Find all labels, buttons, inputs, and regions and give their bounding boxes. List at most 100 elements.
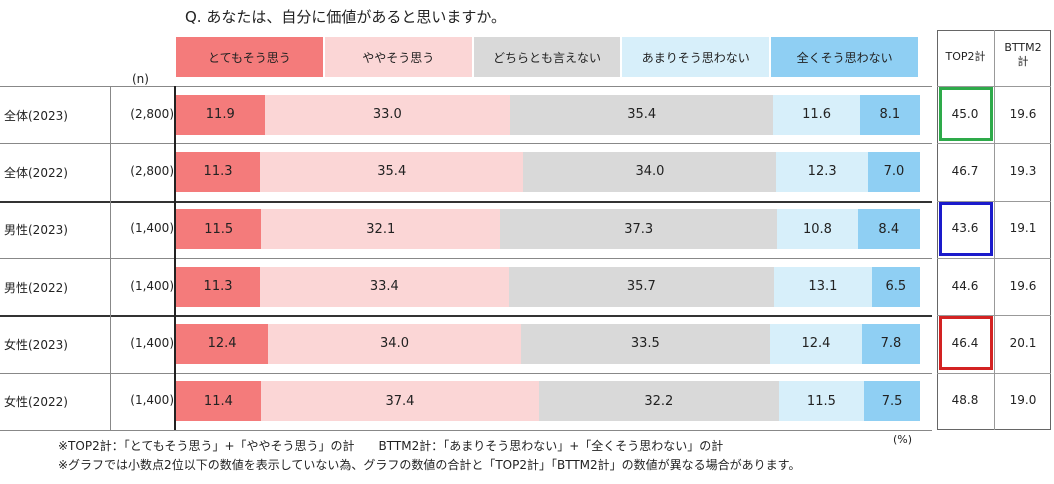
bar-segment-seg-somewhat-agree: 35.4 [260, 151, 524, 192]
bar-value-label: 7.0 [883, 164, 905, 180]
summary-table-divider [994, 30, 995, 430]
bar-segment-seg-somewhat-disagree: 12.3 [776, 151, 868, 192]
bar-value-label: 34.0 [635, 164, 665, 180]
bttm2-value: 19.1 [1009, 221, 1037, 236]
bar-value-label: 35.4 [377, 164, 407, 180]
bttm2-header: BTTM2 計 [995, 41, 1051, 69]
bar-value-label: 32.2 [644, 393, 674, 409]
grid-line-row-3 [0, 258, 932, 259]
bar-segment-seg-somewhat-agree: 37.4 [260, 381, 540, 422]
grid-line-top [0, 86, 932, 87]
bar-value-label: 6.5 [885, 279, 907, 295]
bar-segment-seg-neutral: 34.0 [523, 151, 777, 192]
bar-segment-seg-very-agree: 11.5 [176, 209, 262, 250]
legend-item-seg-strongly-disagree: 全くそう思わない [771, 37, 918, 77]
bar-segment-seg-strongly-disagree: 7.0 [867, 151, 920, 192]
bar-segment-seg-somewhat-disagree: 10.8 [777, 209, 858, 250]
n-column-label: (n) [132, 72, 149, 86]
grid-line-row-6 [0, 430, 932, 431]
bar-segment-seg-somewhat-disagree: 11.5 [778, 381, 865, 422]
bar-value-label: 11.4 [203, 393, 233, 409]
bar-value-label: 37.3 [624, 221, 654, 237]
chart-axis-line [174, 86, 176, 430]
bar-segment-seg-somewhat-agree: 33.4 [260, 266, 509, 307]
bar-value-label: 35.4 [627, 107, 657, 123]
bar-segment-seg-neutral: 35.7 [508, 266, 775, 307]
row-label: 男性(2022) [4, 280, 68, 295]
highlight-box [939, 201, 993, 256]
bar-value-label: 10.8 [802, 221, 832, 237]
bar-segment-seg-somewhat-disagree: 11.6 [773, 94, 860, 135]
bar-segment-seg-neutral: 32.2 [539, 381, 779, 422]
legend-item-seg-somewhat-agree: ややそう思う [324, 37, 472, 77]
top2-value: 44.6 [951, 278, 979, 293]
bar-value-label: 12.3 [807, 164, 837, 180]
bar-value-label: 33.0 [372, 107, 402, 123]
bar-value-label: 33.4 [369, 279, 399, 295]
bar-segment-seg-strongly-disagree: 7.5 [864, 381, 920, 422]
bttm2-header-line1: BTTM2 [1004, 41, 1042, 54]
bar-segment-seg-somewhat-disagree: 12.4 [769, 323, 863, 364]
row-label: 全体(2023) [4, 108, 68, 123]
bar-value-label: 11.5 [204, 221, 234, 237]
bar-value-label: 13.1 [808, 279, 838, 295]
bar-value-label: 8.4 [878, 221, 900, 237]
top2-value: 46.4 [951, 335, 979, 350]
bar-segment-seg-strongly-disagree: 7.8 [862, 323, 920, 364]
bar-value-label: 7.8 [880, 336, 902, 352]
bar-segment-seg-very-agree: 11.3 [176, 151, 261, 192]
row-sample-size: (1,400) [130, 335, 174, 350]
top2-value: 45.0 [951, 106, 979, 121]
bar-value-label: 33.5 [630, 336, 660, 352]
top2-value: 48.8 [951, 393, 979, 408]
bar-segment-seg-neutral: 33.5 [520, 323, 770, 364]
bttm2-value: 19.6 [1009, 106, 1037, 121]
row-label: 全体(2022) [4, 165, 68, 180]
row-sample-size: (2,800) [130, 163, 174, 178]
bttm2-value: 20.1 [1009, 335, 1037, 350]
bar-segment-seg-neutral: 37.3 [500, 209, 778, 250]
bar-segment-seg-strongly-disagree: 6.5 [871, 266, 920, 307]
bar-segment-seg-strongly-disagree: 8.1 [859, 94, 920, 135]
bar-segment-seg-strongly-disagree: 8.4 [857, 209, 920, 250]
row-sample-size: (1,400) [130, 393, 174, 408]
legend-item-seg-neutral: どちらとも言えない [473, 37, 621, 77]
grid-line-row-4 [0, 315, 932, 317]
unit-label: (%) [893, 433, 913, 446]
row-label: 女性(2022) [4, 395, 68, 410]
row-label: 女性(2023) [4, 337, 68, 352]
bar-segment-seg-very-agree: 11.9 [176, 94, 265, 135]
chart-title: Q. あなたは、自分に価値があると思いますか。 [185, 8, 507, 26]
bttm2-value: 19.0 [1009, 393, 1037, 408]
bttm2-header-line2: 計 [1017, 55, 1029, 68]
note-1: ※TOP2計：「とてもそう思う」+「ややそう思う」の計 BTTM2計：「あまりそ… [58, 439, 724, 453]
bar-segment-seg-very-agree: 11.3 [176, 266, 261, 307]
bar-value-label: 11.6 [802, 107, 832, 123]
legend-item-seg-somewhat-disagree: あまりそう思わない [622, 37, 770, 77]
summary-row-divider [937, 373, 1051, 374]
bar-value-label: 12.4 [207, 336, 237, 352]
row-sample-size: (1,400) [130, 221, 174, 236]
bttm2-value: 19.3 [1009, 163, 1037, 178]
summary-row-divider [937, 258, 1051, 259]
row-sample-size: (2,800) [130, 106, 174, 121]
bar-segment-seg-somewhat-agree: 34.0 [268, 323, 521, 364]
bar-value-label: 7.5 [881, 393, 903, 409]
highlight-box [939, 87, 993, 141]
grid-line-row-5 [0, 373, 932, 374]
grid-line-row-1 [0, 143, 932, 144]
bar-segment-seg-neutral: 35.4 [510, 94, 774, 135]
row-label: 男性(2023) [4, 223, 68, 238]
bar-segment-seg-very-agree: 11.4 [176, 381, 261, 422]
top2-value: 46.7 [951, 163, 979, 178]
bttm2-value: 19.6 [1009, 278, 1037, 293]
bar-value-label: 11.9 [205, 107, 235, 123]
note-2: ※グラフでは小数点2位以下の数値を表示していない為、グラフの数値の合計と「TOP… [58, 458, 801, 472]
summary-row-divider [937, 143, 1051, 144]
bar-value-label: 34.0 [380, 336, 409, 352]
summary-row-divider [937, 315, 1051, 316]
top2-header: TOP2計 [945, 50, 986, 63]
bar-segment-seg-very-agree: 12.4 [176, 323, 269, 364]
summary-row-divider [937, 86, 1051, 87]
bar-segment-seg-somewhat-agree: 33.0 [264, 94, 511, 135]
